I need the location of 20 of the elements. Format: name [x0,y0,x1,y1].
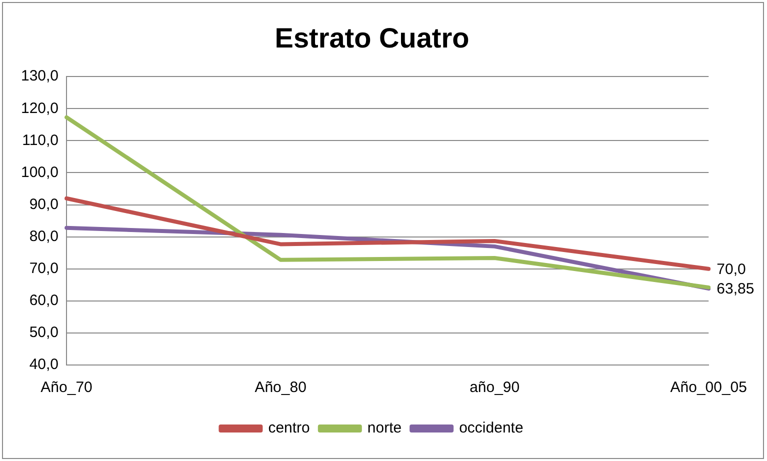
y-tick-label: 40,0 [29,356,59,374]
y-tick-label: 50,0 [29,324,59,342]
y-tick-label: 110,0 [22,132,59,149]
y-tick-label: 90,0 [29,196,59,213]
y-tick-label: 120,0 [20,100,59,117]
data-label: 70,0 [716,261,746,278]
chart-title: Estrato Cuatro [274,22,470,54]
x-tick-label: Año_70 [40,379,92,396]
x-tick-label: Año_80 [254,379,306,396]
y-tick-label: 130,0 [20,68,59,85]
x-tick-label: Año_00_05 [670,379,748,396]
x-tick-label: año_90 [470,379,520,396]
legend-label: centro [268,420,310,437]
y-tick-label: 70,0 [29,260,59,278]
y-tick-label: 100,0 [20,164,59,181]
y-tick-label: 80,0 [29,228,59,245]
y-tick-label: 60,0 [29,292,59,310]
legend-label: norte [367,420,402,437]
legend-label: occidente [459,420,524,437]
data-label: 63,85 [716,280,754,298]
